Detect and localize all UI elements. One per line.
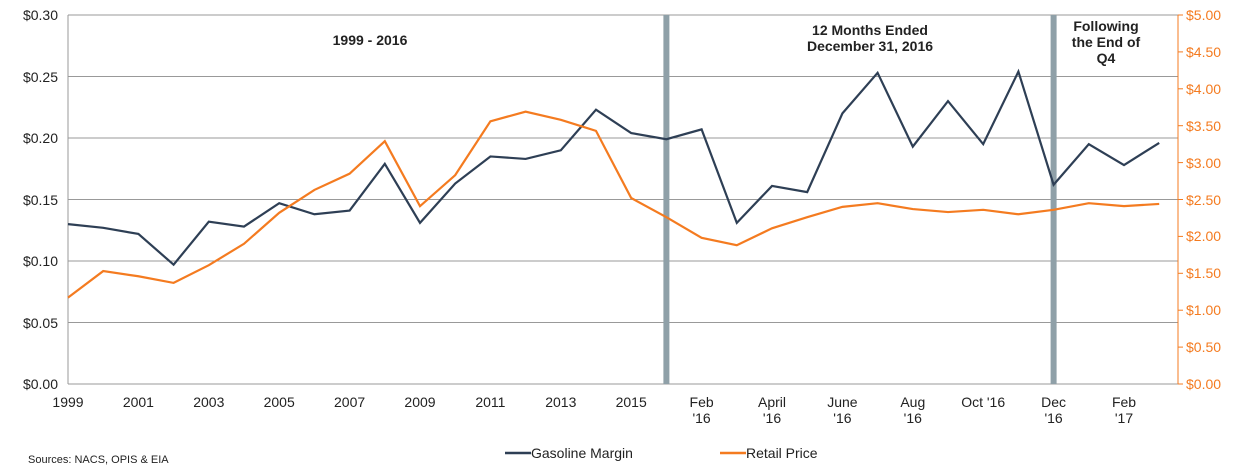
annotation: 1999 - 2016 [332,32,408,48]
x-tick-label: 1999 [52,394,84,410]
x-tick-label: June '16 [827,394,858,426]
y2-tick-label: $5.00 [1186,7,1222,23]
y-tick-label: $0.25 [22,68,58,85]
x-tick-label: Oct '16 [961,394,1006,410]
y-tick-label: $0.10 [22,253,58,269]
x-tick-label: Dec '16 [1041,394,1067,426]
y-tick-label: $0.00 [22,376,58,392]
x-tick-label: 2011 [475,394,506,410]
y2-tick-label: $0.00 [1186,376,1222,392]
x-tick-label: Feb '17 [1111,394,1137,426]
x-tick-label: 2003 [193,394,225,410]
annotation: Following the End of Q4 [1071,18,1141,66]
annotation: 12 Months Ended December 31, 2016 [806,22,934,54]
x-tick-label: 2015 [615,394,647,410]
y2-tick-label: $0.50 [1186,339,1222,356]
y-tick-label: $0.05 [22,314,58,331]
legend-label: Gasoline Margin [531,445,633,461]
y2-tick-label: $2.50 [1186,191,1222,208]
x-tick-label: 2009 [404,394,436,410]
y-tick-label: $0.20 [22,130,58,146]
y2-tick-label: $3.50 [1186,117,1222,134]
x-tick-label: Aug '16 [900,394,926,426]
y2-tick-label: $4.50 [1186,43,1222,60]
x-tick-label: 2001 [122,394,154,410]
y-tick-label: $0.15 [22,191,58,208]
y2-tick-label: $3.00 [1186,154,1222,171]
y2-tick-label: $1.50 [1186,265,1222,282]
y2-tick-label: $4.00 [1186,80,1222,97]
y2-tick-label: $2.00 [1186,228,1222,245]
y2-tick-label: $1.00 [1186,302,1222,319]
series-line [67,68,1160,267]
x-tick-label: Feb '16 [689,394,714,426]
x-tick-label: 2013 [545,394,577,410]
source: Sources: NACS, OPIS & EIA [28,454,169,466]
x-tick-label: April '16 [757,394,786,426]
legend-label: Retail Price [746,445,818,461]
x-tick-label: 2005 [263,394,295,410]
series-line [67,110,1160,299]
x-tick-label: 2007 [334,394,366,410]
y-tick-label: $0.30 [22,7,58,23]
